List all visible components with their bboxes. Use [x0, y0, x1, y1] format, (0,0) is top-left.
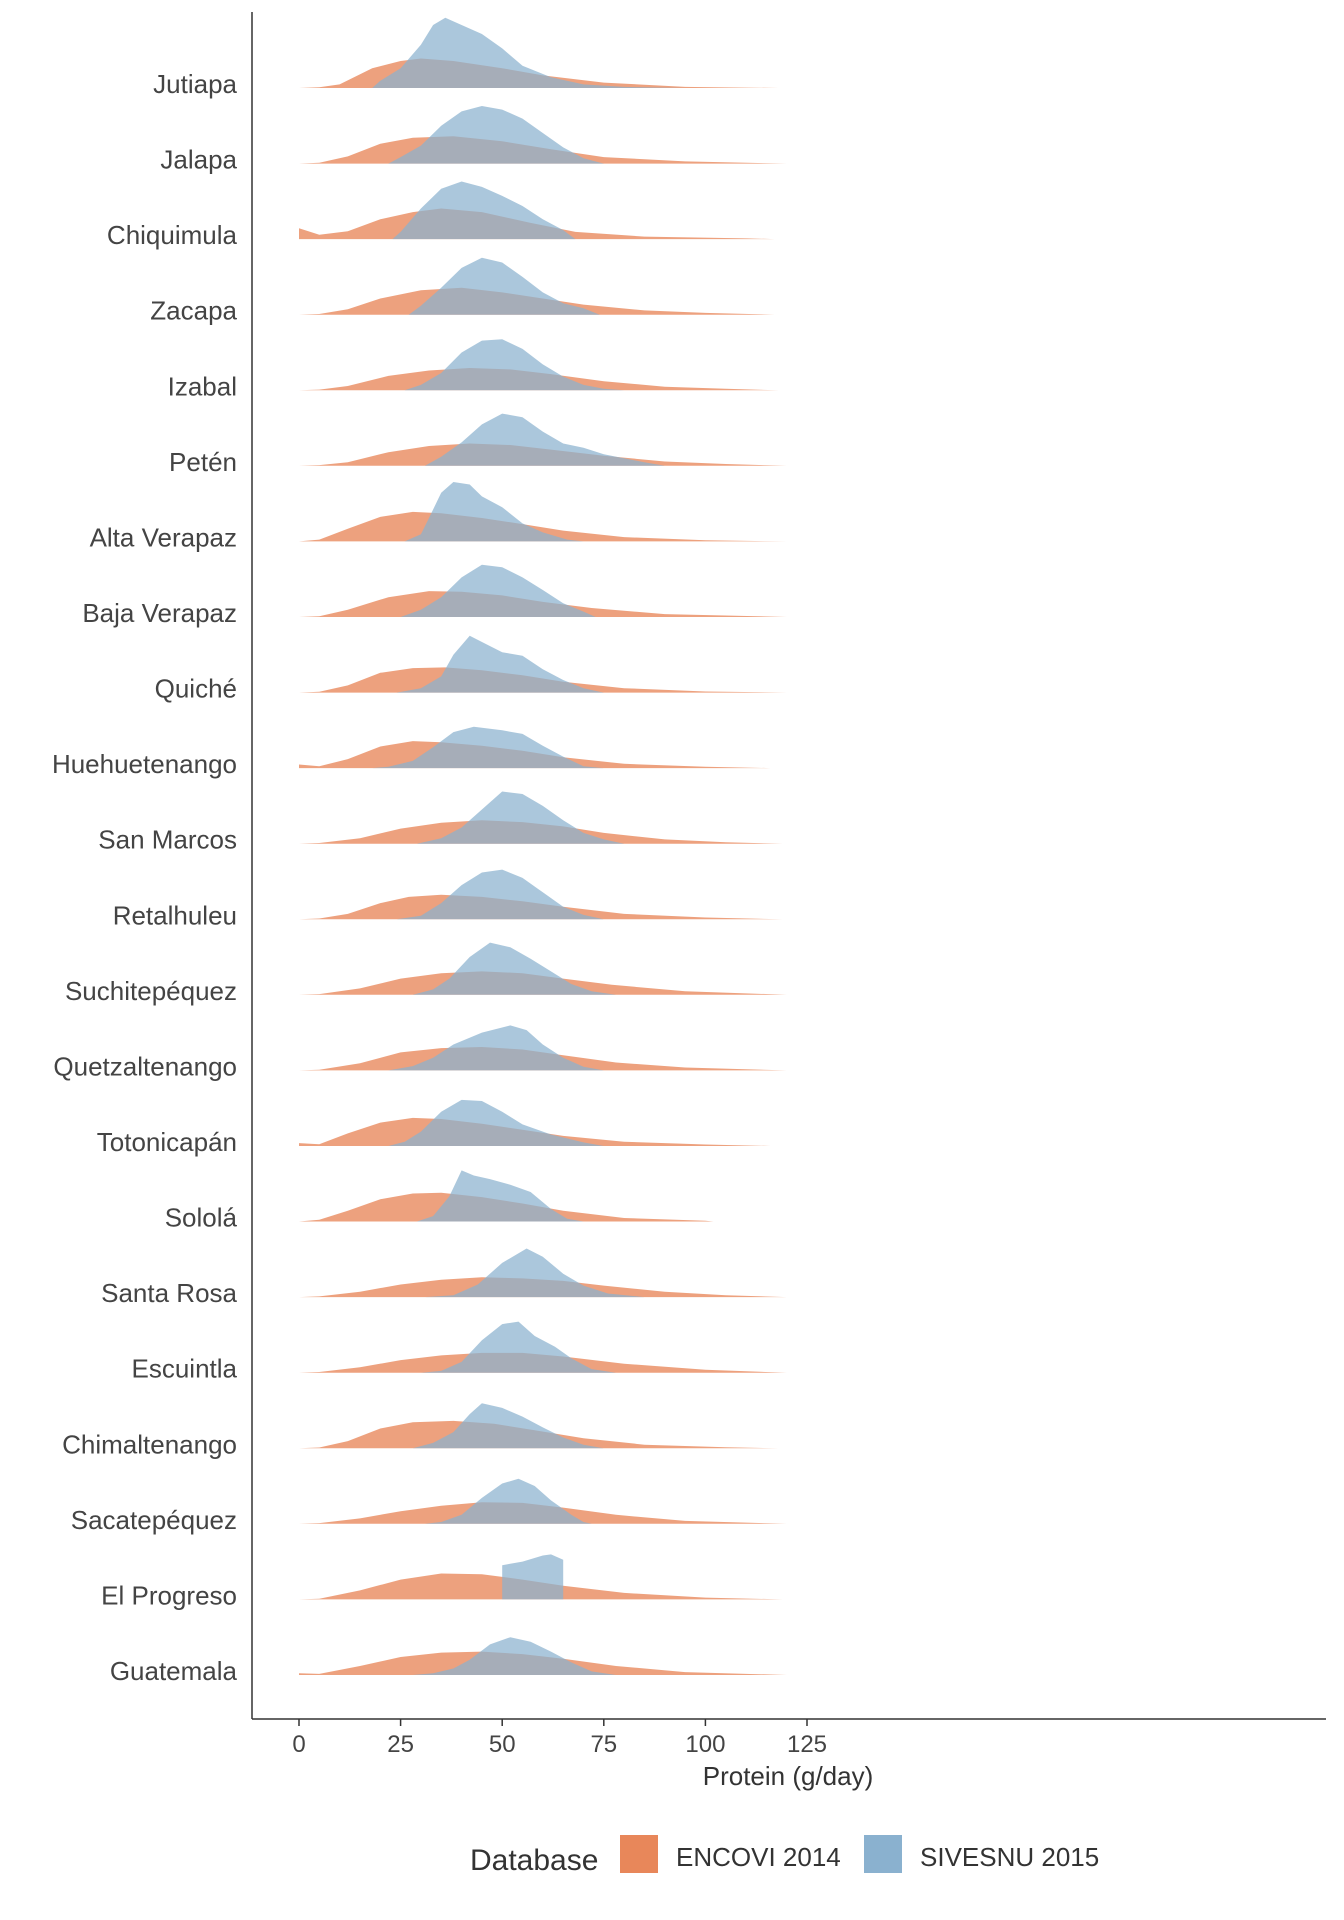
y-tick-label-escuintla: Escuintla — [132, 1354, 238, 1384]
ridge-solola — [299, 1170, 714, 1222]
x-tick-label-100: 100 — [685, 1731, 725, 1758]
density-sivesnu-2015-baja-verapaz — [400, 564, 596, 617]
y-tick-label-solola: Sololá — [165, 1203, 238, 1233]
y-tick-label-quetzaltenango: Quetzaltenango — [53, 1051, 237, 1081]
x-tick-label-0: 0 — [292, 1731, 305, 1758]
y-tick-label-el-progreso: El Progreso — [101, 1580, 237, 1610]
ridge-alta-verapaz — [299, 482, 787, 542]
ridge-baja-verapaz — [299, 564, 787, 617]
density-sivesnu-2015-izabal — [404, 339, 625, 391]
density-sivesnu-2015-huehuetenango — [372, 726, 604, 769]
ridge-escuintla — [299, 1321, 787, 1373]
density-sivesnu-2015-quetzaltenango — [388, 1025, 604, 1071]
legend-label-sivesnu: SIVESNU 2015 — [920, 1842, 1099, 1872]
density-sivesnu-2015-solola — [416, 1170, 584, 1222]
x-tick-label-125: 125 — [787, 1731, 827, 1758]
ridge-suchitepequez — [299, 942, 787, 995]
y-tick-label-baja-verapaz: Baja Verapaz — [82, 598, 237, 628]
legend-swatch-sivesnu — [864, 1835, 902, 1873]
density-sivesnu-2015-jalapa — [388, 106, 604, 164]
ridge-chimaltenango — [299, 1403, 779, 1449]
ridge-totonicapan — [299, 1099, 771, 1146]
ridge-zacapa — [299, 257, 775, 315]
x-ticks: 0 25 50 75 100 125 — [292, 1719, 827, 1758]
y-tick-label-alta-verapaz: Alta Verapaz — [90, 522, 237, 552]
density-sivesnu-2015-santa-rosa — [425, 1248, 645, 1298]
ridge-santa-rosa — [299, 1248, 787, 1298]
ridge-el-progreso — [299, 1554, 783, 1600]
x-tick-label-75: 75 — [590, 1731, 617, 1758]
y-tick-label-jalapa: Jalapa — [160, 145, 237, 175]
y-tick-label-quiche: Quiché — [155, 674, 237, 704]
density-sivesnu-2015-totonicapan — [388, 1099, 604, 1146]
ridge-quetzaltenango — [299, 1025, 787, 1071]
density-sivesnu-2015-escuintla — [420, 1321, 616, 1373]
density-sivesnu-2015-jutiapa — [372, 17, 686, 88]
legend-title: Database — [470, 1844, 598, 1877]
x-tick-label-25: 25 — [387, 1731, 414, 1758]
density-sivesnu-2015-el-progreso — [502, 1554, 564, 1600]
density-sivesnu-2015-chimaltenango — [412, 1403, 604, 1449]
ridge-retalhuleu — [299, 869, 783, 920]
x-tick-label-50: 50 — [489, 1731, 516, 1758]
ridge-guatemala — [299, 1637, 787, 1675]
y-tick-label-suchitepequez: Suchitepéquez — [65, 976, 237, 1006]
density-sivesnu-2015-san-marcos — [416, 791, 625, 844]
legend-swatch-encovi — [620, 1835, 658, 1873]
y-tick-labels: Jutiapa Jalapa Chiquimula Zacapa Izabal Petén… — [52, 69, 238, 1686]
y-tick-label-guatemala: Guatemala — [110, 1656, 238, 1686]
y-tick-label-chimaltenango: Chimaltenango — [62, 1429, 237, 1459]
y-tick-label-zacapa: Zacapa — [150, 296, 237, 326]
y-tick-label-huehuetenango: Huehuetenango — [52, 749, 237, 779]
ridge-peten — [299, 413, 787, 466]
density-encovi-2014-alta-verapaz — [299, 511, 787, 542]
density-sivesnu-2015-peten — [425, 413, 665, 466]
density-sivesnu-2015-alta-verapaz — [404, 482, 584, 542]
y-tick-label-izabal: Izabal — [168, 371, 237, 401]
legend-label-encovi: ENCOVI 2014 — [676, 1842, 841, 1872]
ridge-chiquimula — [299, 181, 775, 240]
y-tick-label-san-marcos: San Marcos — [98, 825, 237, 855]
density-sivesnu-2015-zacapa — [408, 257, 600, 315]
ridge-izabal — [299, 339, 779, 391]
ridge-huehuetenango — [299, 726, 771, 769]
ridges-layer — [299, 17, 787, 1675]
density-sivesnu-2015-sacatepequez — [425, 1478, 592, 1524]
ridge-sacatepequez — [299, 1478, 787, 1524]
density-sivesnu-2015-chiquimula — [392, 181, 576, 240]
legend: Database ENCOVI 2014 SIVESNU 2015 — [470, 1835, 1099, 1877]
ridge-jalapa — [299, 106, 787, 164]
y-tick-label-jutiapa: Jutiapa — [153, 69, 237, 99]
density-sivesnu-2015-retalhuleu — [396, 869, 604, 920]
ridge-san-marcos — [299, 791, 783, 844]
y-tick-label-chiquimula: Chiquimula — [107, 220, 238, 250]
y-tick-label-totonicapan: Totonicapán — [97, 1127, 237, 1157]
y-tick-label-peten: Petén — [169, 447, 237, 477]
ridge-jutiapa — [299, 17, 779, 88]
y-tick-label-retalhuleu: Retalhuleu — [113, 900, 237, 930]
y-tick-label-santa-rosa: Santa Rosa — [101, 1278, 237, 1308]
x-axis-title: Protein (g/day) — [703, 1761, 874, 1791]
y-tick-label-sacatepequez: Sacatepéquez — [71, 1505, 237, 1535]
density-sivesnu-2015-guatemala — [412, 1637, 616, 1675]
density-sivesnu-2015-quiche — [396, 635, 604, 693]
ridge-quiche — [299, 635, 787, 693]
density-sivesnu-2015-suchitepequez — [412, 942, 616, 995]
